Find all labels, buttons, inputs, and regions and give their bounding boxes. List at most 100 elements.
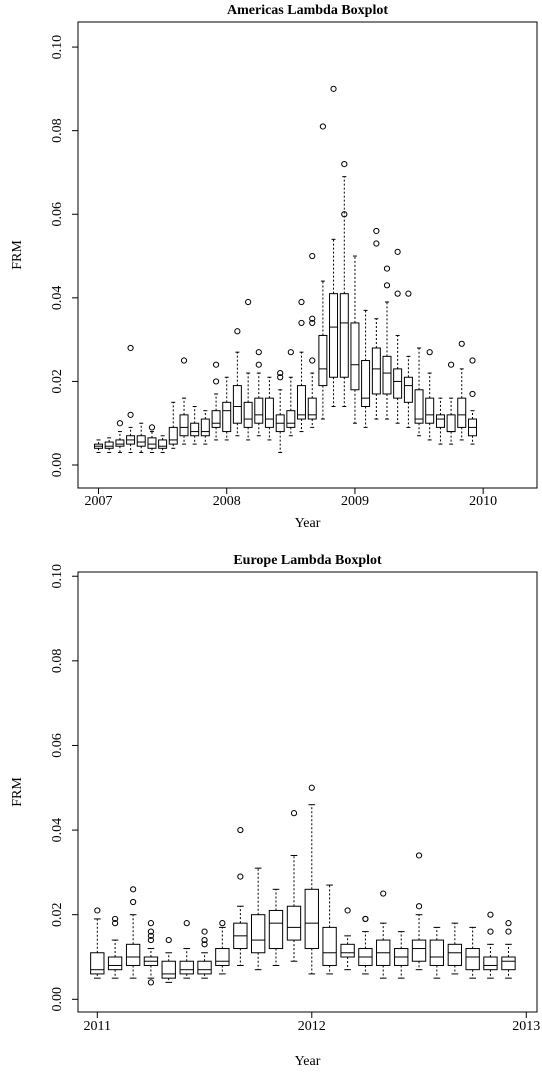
box [147, 437, 157, 449]
outlier [287, 349, 294, 356]
outlier [237, 826, 244, 834]
x-axis-label: Year [295, 516, 321, 531]
outlier [394, 290, 401, 297]
box [322, 926, 337, 966]
box [447, 943, 463, 966]
chart-title: Europe Lambda Boxplot [233, 553, 382, 568]
y-tick-label: 0.04 [50, 286, 65, 311]
box [264, 397, 274, 428]
plot-frame [77, 21, 538, 489]
outlier [94, 907, 101, 914]
x-axis-label: Year [295, 1054, 321, 1069]
outlier [308, 784, 315, 791]
box [190, 422, 200, 437]
outlier [201, 928, 208, 935]
box [340, 943, 355, 958]
y-tick-label: 0.10 [50, 35, 65, 60]
outlier [309, 357, 316, 364]
outlier [487, 911, 494, 918]
outlier [112, 915, 119, 923]
outlier [127, 411, 134, 418]
x-tick-label: 2009 [341, 494, 369, 509]
box [465, 948, 480, 971]
outlier [309, 315, 316, 322]
box [211, 410, 221, 428]
box [115, 439, 125, 447]
box [382, 355, 392, 395]
x-tick-label: 2013 [512, 1019, 540, 1034]
outlier [112, 920, 119, 927]
outlier [290, 810, 298, 817]
box [411, 939, 427, 962]
x-tick-label: 2012 [298, 1019, 326, 1034]
outlier [405, 290, 412, 297]
box [125, 943, 141, 966]
outlier [373, 240, 380, 247]
outlier [116, 420, 124, 427]
y-tick-label: 0.08 [50, 649, 65, 674]
outlier [180, 357, 188, 364]
box [286, 410, 296, 428]
box [304, 888, 319, 950]
outlier [319, 123, 326, 130]
box [403, 376, 413, 403]
outlier [458, 340, 465, 347]
outlier [341, 211, 348, 218]
outlier [245, 298, 252, 306]
box [318, 334, 328, 387]
outlier [277, 369, 284, 377]
outlier [415, 903, 423, 910]
y-tick-label: 0.00 [50, 453, 65, 478]
outlier [344, 907, 351, 914]
box [158, 439, 168, 449]
box [222, 401, 232, 433]
box [168, 426, 178, 445]
box [425, 397, 435, 424]
outlier [212, 361, 220, 368]
outlier [127, 344, 134, 352]
outlier [147, 936, 155, 944]
x-tick-label: 2008 [213, 494, 241, 509]
x-tick-label: 2007 [85, 494, 113, 509]
y-axis-label: FRM [10, 777, 25, 807]
outlier [277, 374, 284, 381]
outlier [309, 319, 316, 327]
box [296, 385, 306, 420]
y-tick-label: 0.08 [50, 118, 65, 143]
y-tick-label: 0.04 [50, 818, 65, 843]
box [457, 397, 467, 428]
box [90, 952, 105, 975]
box [446, 414, 456, 433]
outlier [237, 873, 244, 880]
box [350, 322, 360, 391]
x-tick-label: 2010 [469, 494, 497, 509]
outlier [415, 852, 423, 859]
x-tick-label: 2011 [84, 1019, 111, 1034]
outlier [148, 424, 156, 431]
outlier [201, 936, 208, 944]
chart-title: Americas Lambda Boxplot [227, 3, 388, 18]
box [501, 956, 516, 971]
outlier [130, 898, 137, 906]
box [429, 939, 445, 966]
box [435, 414, 445, 428]
y-tick-label: 0.06 [50, 202, 65, 227]
box [361, 360, 371, 408]
y-tick-label: 0.06 [50, 733, 65, 758]
box [215, 948, 230, 966]
box [179, 414, 189, 437]
box [179, 960, 194, 975]
outlier [394, 248, 401, 255]
outlier [373, 227, 380, 235]
outlier [341, 160, 348, 168]
outlier [147, 928, 155, 935]
box [286, 905, 302, 941]
box [307, 397, 317, 420]
box [197, 960, 212, 975]
box [104, 441, 114, 449]
outlier [330, 85, 337, 92]
y-tick-label: 0.02 [50, 902, 65, 927]
outlier [147, 932, 155, 939]
outlier [505, 920, 512, 927]
